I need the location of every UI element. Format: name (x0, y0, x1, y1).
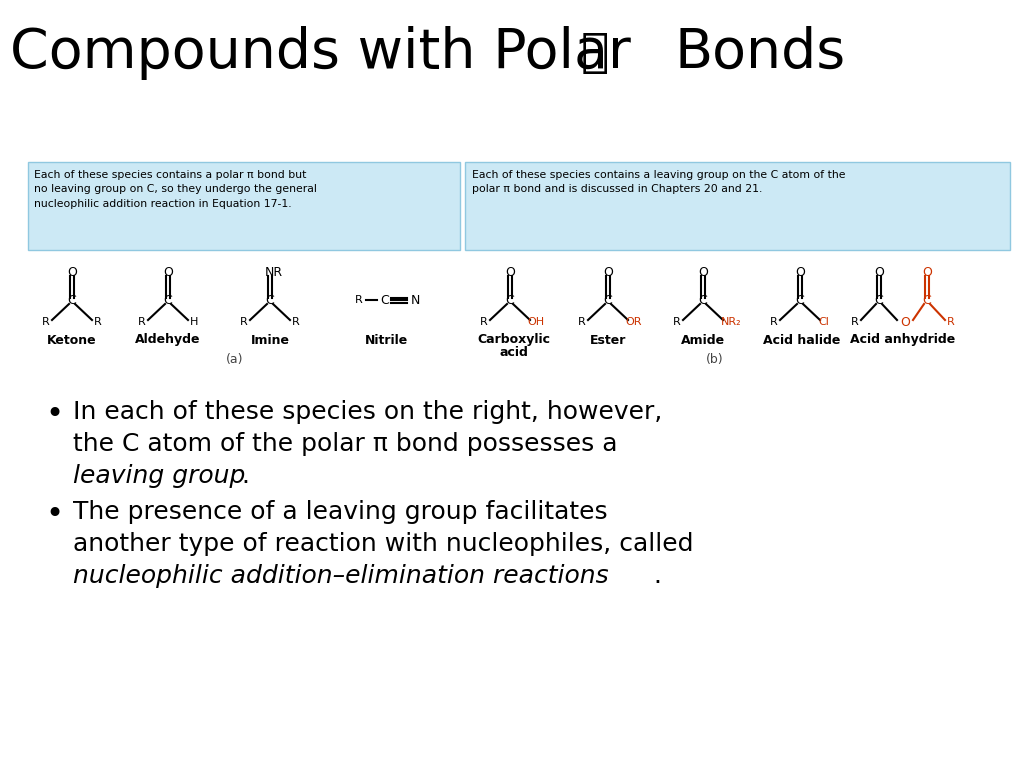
FancyBboxPatch shape (28, 162, 460, 250)
Text: O: O (67, 266, 77, 279)
Text: O: O (603, 266, 613, 279)
Text: N: N (411, 293, 420, 306)
Text: R: R (138, 317, 145, 327)
Text: Ketone: Ketone (47, 333, 97, 346)
Text: R: R (947, 317, 954, 327)
Text: R: R (851, 317, 859, 327)
Text: Aldehyde: Aldehyde (135, 333, 201, 346)
Text: C: C (381, 293, 389, 306)
Text: C: C (265, 293, 274, 306)
Text: R: R (480, 317, 487, 327)
Text: OR: OR (626, 317, 642, 327)
Text: Acid anhydride: Acid anhydride (850, 333, 955, 346)
Text: (b): (b) (707, 353, 724, 366)
Text: nucleophilic addition–elimination reactions: nucleophilic addition–elimination reacti… (73, 564, 608, 588)
Text: R: R (579, 317, 586, 327)
Text: O: O (922, 266, 932, 279)
FancyBboxPatch shape (465, 162, 1010, 250)
Text: R: R (292, 317, 300, 327)
Text: Carboxylic: Carboxylic (477, 333, 551, 346)
Text: C: C (874, 293, 884, 306)
Text: Compounds with Polar: Compounds with Polar (9, 26, 631, 80)
Text: C: C (603, 293, 612, 306)
Text: Imine: Imine (251, 333, 290, 346)
Text: C: C (923, 293, 932, 306)
Text: (a): (a) (226, 353, 244, 366)
Text: Each of these species contains a leaving group on the C atom of the
polar π bond: Each of these species contains a leaving… (472, 170, 846, 194)
Text: O: O (874, 266, 884, 279)
Text: Cl: Cl (818, 317, 829, 327)
Text: the C atom of the polar π bond possesses a: the C atom of the polar π bond possesses… (73, 432, 617, 456)
Text: .: . (653, 564, 662, 588)
Text: R: R (42, 317, 50, 327)
Text: In each of these species on the right, however,: In each of these species on the right, h… (73, 400, 663, 424)
Text: acid: acid (500, 346, 528, 359)
Text: Amide: Amide (681, 333, 725, 346)
Text: O: O (163, 266, 173, 279)
Text: 🚗: 🚗 (581, 31, 609, 75)
Text: NR: NR (265, 266, 283, 279)
Text: OH: OH (527, 317, 545, 327)
Text: H: H (189, 317, 199, 327)
Text: R: R (355, 295, 362, 305)
Text: O: O (698, 266, 708, 279)
Text: leaving group: leaving group (73, 464, 246, 488)
Text: O: O (795, 266, 805, 279)
Text: O: O (900, 316, 910, 329)
Text: •: • (45, 400, 63, 429)
Text: C: C (506, 293, 514, 306)
Text: R: R (240, 317, 248, 327)
Text: R: R (770, 317, 778, 327)
Text: Acid halide: Acid halide (763, 333, 841, 346)
Text: NR₂: NR₂ (721, 317, 741, 327)
Text: Ester: Ester (590, 333, 627, 346)
Text: .: . (241, 464, 249, 488)
Text: C: C (68, 293, 77, 306)
Text: C: C (698, 293, 708, 306)
Text: another type of reaction with nucleophiles, called: another type of reaction with nucleophil… (73, 532, 693, 556)
Text: Nitrile: Nitrile (366, 333, 409, 346)
Text: R: R (94, 317, 101, 327)
Text: Each of these species contains a polar π bond but
no leaving group on C, so they: Each of these species contains a polar π… (34, 170, 316, 209)
Text: C: C (164, 293, 172, 306)
Text: O: O (505, 266, 515, 279)
Text: •: • (45, 500, 63, 529)
Text: C: C (796, 293, 805, 306)
Text: Bonds: Bonds (675, 26, 846, 80)
Text: The presence of a leaving group facilitates: The presence of a leaving group facilita… (73, 500, 607, 524)
Text: R: R (673, 317, 681, 327)
